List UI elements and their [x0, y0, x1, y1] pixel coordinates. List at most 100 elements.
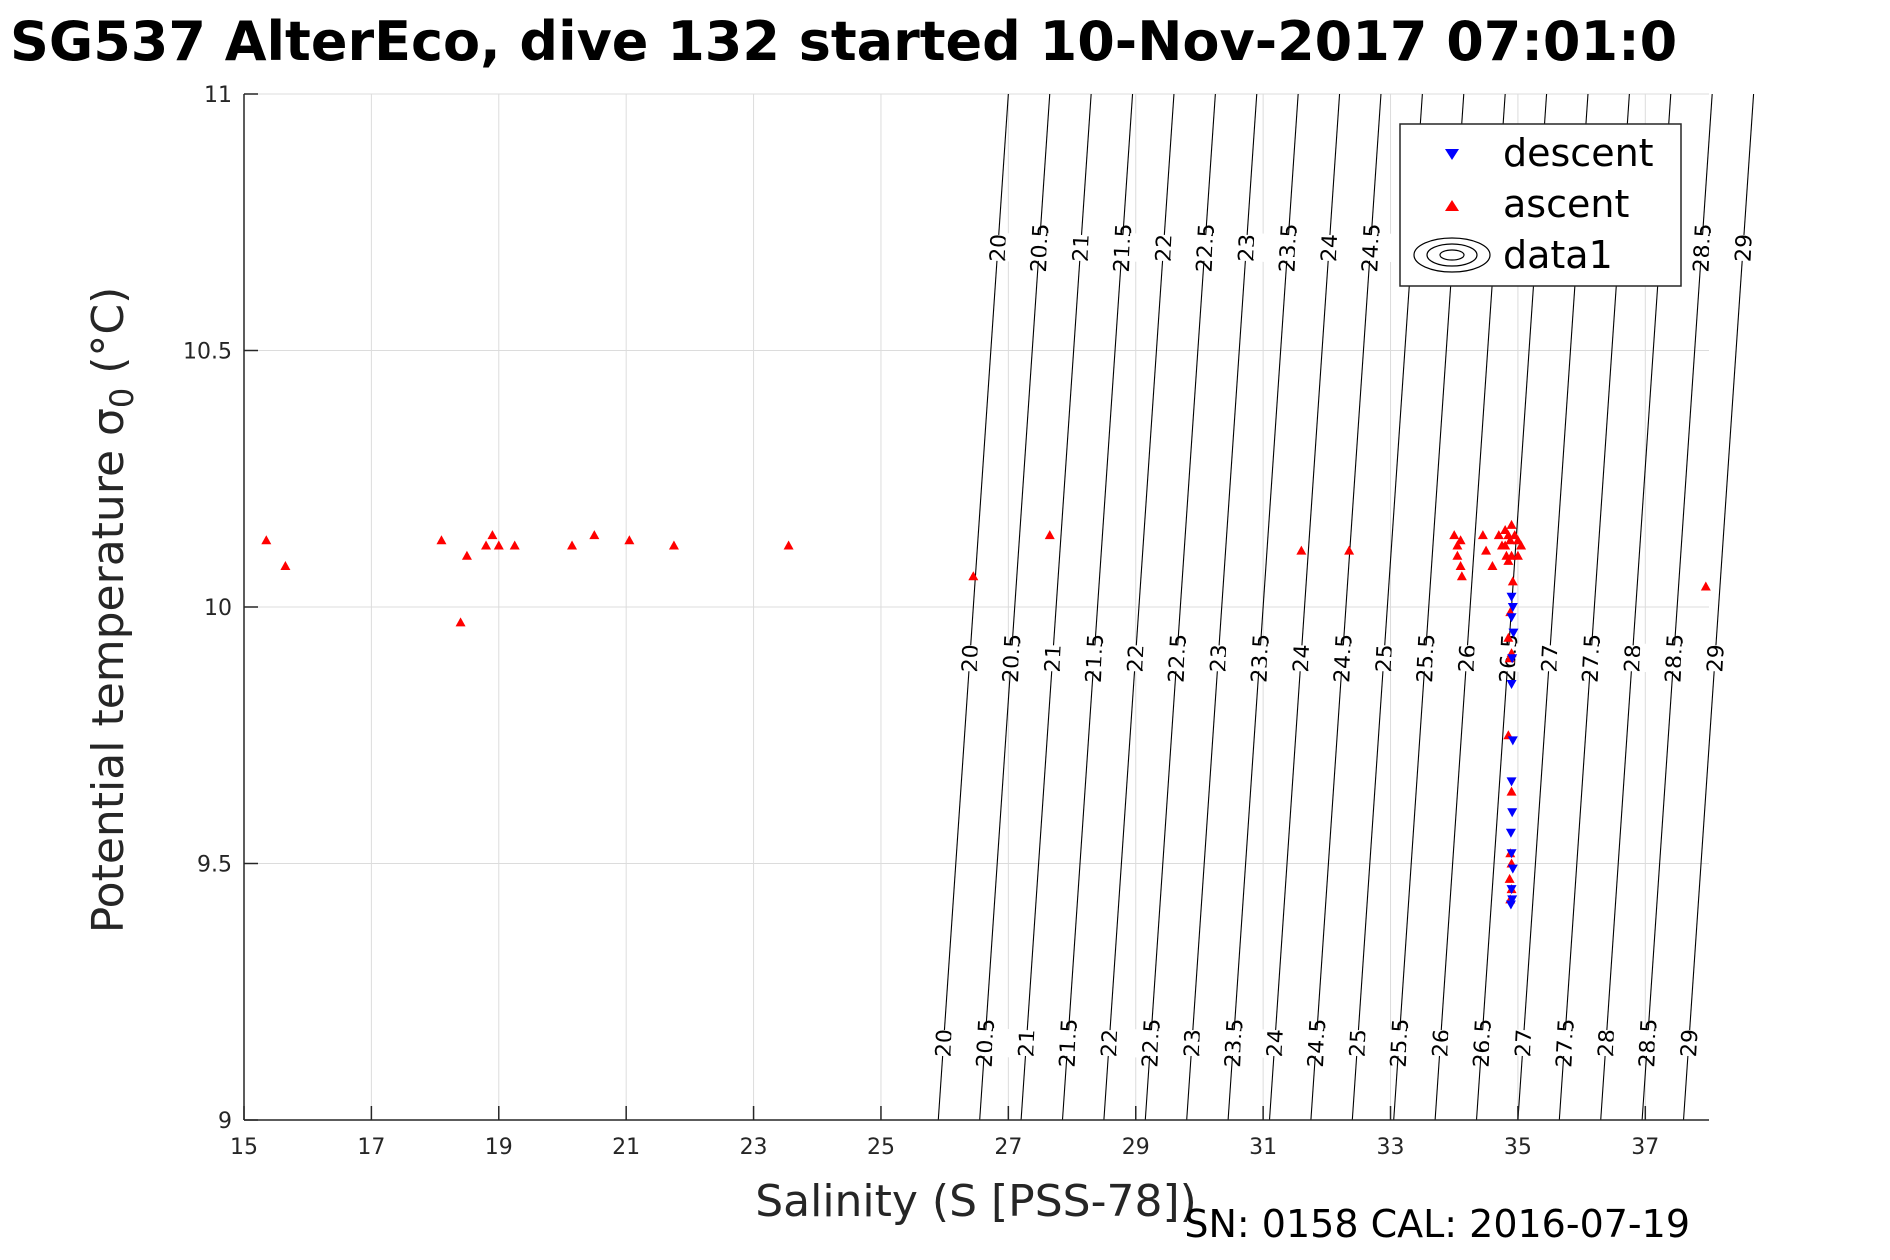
- ascent-point: [1505, 535, 1516, 545]
- ascent-point: [1506, 786, 1517, 796]
- y-tick-label: 9.5: [197, 853, 232, 878]
- x-tick-label: 35: [1504, 1135, 1532, 1160]
- ascent-point: [455, 617, 466, 627]
- ascent-point: [1481, 545, 1492, 555]
- y-tick-label: 10.5: [183, 340, 232, 365]
- x-tick-label: 25: [867, 1135, 895, 1160]
- legend-contour-icon: [1413, 237, 1491, 273]
- density-contour-line: [1103, 93, 1175, 1121]
- ascent-point: [280, 560, 291, 570]
- x-ticks: 15 17 19 21 23 25 27 29 31 33 35 37: [230, 1106, 1659, 1160]
- ascent-point: [1456, 571, 1467, 581]
- x-tick-label: 37: [1631, 1135, 1659, 1160]
- ascent-point: [509, 540, 520, 550]
- descent-point: [1507, 603, 1518, 612]
- x-tick-label: 15: [230, 1135, 258, 1160]
- descent-point: [1505, 900, 1516, 910]
- ascent-point: [481, 540, 492, 550]
- contour-label: 29: [1703, 644, 1729, 673]
- contour-label: 29: [1677, 1028, 1703, 1057]
- ascent-point: [436, 535, 447, 545]
- ascent-point: [1449, 530, 1460, 540]
- y-axis-label-main: Potential temperature σ: [83, 408, 134, 933]
- x-tick-label: 19: [485, 1135, 513, 1160]
- legend-ascent-marker: [1445, 200, 1459, 211]
- ascent-point: [1493, 530, 1504, 540]
- ascent-point: [1296, 545, 1307, 555]
- ascent-point: [1506, 550, 1517, 560]
- chart-title: SG537 AlterEco, dive 132 started 10-Nov-…: [10, 10, 1677, 73]
- descent-point: [1506, 679, 1517, 689]
- ascent-point: [567, 540, 578, 550]
- ascent-point: [1344, 545, 1355, 555]
- descent-point: [1507, 864, 1518, 874]
- density-contour-line: [1186, 93, 1258, 1121]
- ascent-point: [1500, 540, 1511, 550]
- legend-ascent-label: ascent: [1503, 182, 1629, 226]
- ascent-point: [1503, 555, 1514, 565]
- ascent-point: [589, 530, 600, 540]
- descent-point: [1506, 849, 1517, 859]
- density-contour-line: [1061, 93, 1134, 1121]
- density-contour-line: [1144, 93, 1216, 1121]
- ascent-point: [461, 550, 472, 560]
- ascent-point: [1507, 576, 1518, 586]
- x-axis-label: Salinity (S [PSS-78]): [755, 1176, 1197, 1227]
- descent-point: [1505, 828, 1516, 838]
- ascent-point: [783, 540, 794, 550]
- footer-note: SN: 0158 CAL: 2016-07-19: [1184, 1202, 1690, 1246]
- contour-label-bg: [1654, 1028, 1724, 1058]
- descent-point: [1506, 885, 1517, 895]
- legend-contour-label: data1: [1503, 233, 1613, 277]
- descent-point: [1507, 808, 1518, 818]
- y-axis-label-subscript: 0: [103, 388, 141, 408]
- density-contour-line: [1682, 93, 1755, 1121]
- legend: descent ascent data1: [1399, 123, 1682, 287]
- descent-point: [1508, 628, 1519, 638]
- density-contour-line: [979, 93, 1051, 1121]
- ascent-point: [1504, 873, 1515, 883]
- ascent-point: [487, 530, 498, 540]
- contour-label-bg: [1680, 643, 1750, 674]
- x-tick-label: 27: [994, 1135, 1022, 1160]
- ascent-point: [1452, 540, 1463, 550]
- ascent-point: [1516, 540, 1527, 550]
- density-contour-line: [937, 93, 1009, 1121]
- ascent-point: [624, 535, 635, 545]
- y-tick-label: 11: [204, 83, 232, 108]
- ascent-point: [1503, 632, 1514, 642]
- density-contour-line: [1310, 93, 1382, 1121]
- ascent-point: [1487, 560, 1498, 570]
- descent-point: [1507, 736, 1518, 746]
- y-tick-label: 10: [204, 596, 232, 621]
- ascent-point: [1452, 550, 1463, 560]
- descent-point: [1506, 777, 1517, 787]
- x-tick-label: 29: [1122, 1135, 1150, 1160]
- ascent-point: [1455, 535, 1466, 545]
- ascent-point: [968, 571, 979, 581]
- y-tick-label: 9: [218, 1109, 232, 1134]
- ascent-point: [1455, 560, 1466, 570]
- ascent-point: [668, 540, 679, 550]
- ascent-point: [261, 535, 272, 545]
- descent-point: [1506, 592, 1517, 602]
- density-contour-line: [1227, 93, 1299, 1121]
- y-ticks: 9 9.5 10 10.5 11: [183, 83, 258, 1134]
- density-contour-line: [1641, 93, 1713, 1121]
- ascent-point: [493, 540, 504, 550]
- ascent-point: [1477, 530, 1488, 540]
- descent-point: [1507, 654, 1518, 664]
- ascent-point: [1700, 581, 1711, 591]
- x-tick-label: 21: [612, 1135, 640, 1160]
- y-axis-label: Potential temperature σ0 (°C): [83, 287, 141, 934]
- y-axis-label-unit: (°C): [83, 287, 134, 388]
- ascent-point: [1512, 550, 1523, 560]
- x-tick-label: 31: [1249, 1135, 1277, 1160]
- ascent-point: [1044, 530, 1055, 540]
- grid-lines: [243, 93, 1709, 1121]
- data-points: [261, 519, 1711, 910]
- descent-point: [1506, 613, 1517, 623]
- legend-descent-label: descent: [1503, 131, 1654, 175]
- contour-label: 29: [1731, 233, 1757, 262]
